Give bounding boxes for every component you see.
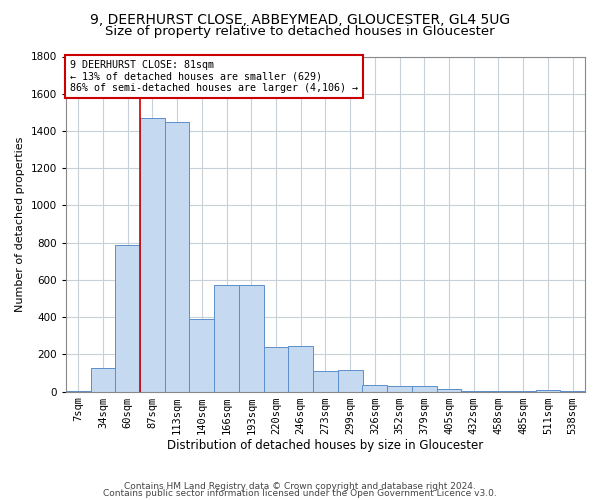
Bar: [362, 385, 387, 392]
Bar: [437, 389, 461, 392]
Bar: [214, 284, 239, 392]
Text: 9, DEERHURST CLOSE, ABBEYMEAD, GLOUCESTER, GL4 5UG: 9, DEERHURST CLOSE, ABBEYMEAD, GLOUCESTE…: [90, 12, 510, 26]
Text: Contains public sector information licensed under the Open Government Licence v3: Contains public sector information licen…: [103, 489, 497, 498]
Text: Size of property relative to detached houses in Gloucester: Size of property relative to detached ho…: [105, 25, 495, 38]
Bar: [387, 386, 412, 392]
Bar: [115, 244, 140, 392]
Text: Contains HM Land Registry data © Crown copyright and database right 2024.: Contains HM Land Registry data © Crown c…: [124, 482, 476, 491]
Bar: [165, 122, 190, 392]
Bar: [66, 390, 91, 392]
Text: 9 DEERHURST CLOSE: 81sqm
← 13% of detached houses are smaller (629)
86% of semi-: 9 DEERHURST CLOSE: 81sqm ← 13% of detach…: [70, 60, 358, 94]
Bar: [91, 368, 115, 392]
X-axis label: Distribution of detached houses by size in Gloucester: Distribution of detached houses by size …: [167, 440, 484, 452]
Bar: [338, 370, 362, 392]
Bar: [313, 371, 338, 392]
Bar: [239, 286, 263, 392]
Bar: [289, 346, 313, 392]
Bar: [536, 390, 560, 392]
Bar: [461, 390, 486, 392]
Bar: [190, 319, 214, 392]
Bar: [140, 118, 165, 392]
Bar: [412, 386, 437, 392]
Y-axis label: Number of detached properties: Number of detached properties: [15, 136, 25, 312]
Bar: [486, 390, 511, 392]
Bar: [263, 347, 289, 392]
